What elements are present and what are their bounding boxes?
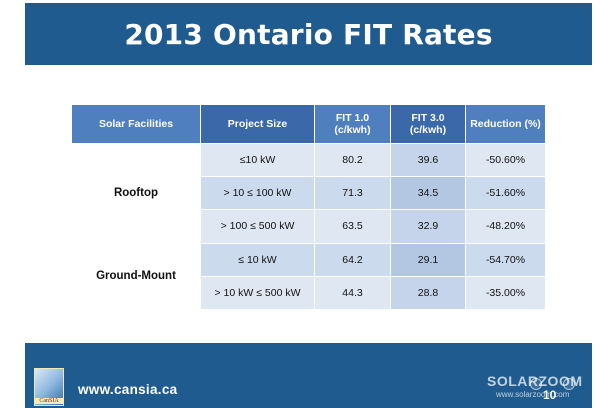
fit3-cell: 29.1 [390, 242, 466, 277]
reduction-cell: -51.60% [465, 176, 546, 211]
project-size-cell: > 10 kW ≤ 500 kW [200, 275, 315, 311]
fit1-cell: 80.2 [314, 142, 391, 178]
project-size-cell: > 100 ≤ 500 kW [200, 209, 315, 244]
header-solar-facilities: Solar Facilities [71, 104, 201, 144]
facility-ground-mount: Ground-Mount [71, 242, 201, 311]
table-row: Ground-Mount ≤ 10 kW 64.2 29.1 -54.70% [71, 242, 546, 311]
title-bar: 2013 Ontario FIT Rates [25, 3, 592, 65]
cansia-logo: CanSIA [34, 368, 64, 406]
fit3-cell: 39.6 [390, 142, 466, 178]
fit1-cell: 63.5 [314, 209, 391, 244]
table-row: > 100 ≤ 500 kW 63.5 32.9 -48.20% [72, 209, 546, 244]
footer-bar [25, 343, 592, 408]
header-fit1: FIT 1.0 (c/kwh) [314, 104, 391, 144]
fit1-cell: 64.2 [314, 242, 391, 277]
website-link[interactable]: www.cansia.ca [78, 382, 178, 397]
project-size-cell: > 10 ≤ 100 kW [200, 176, 315, 211]
project-size-cell: ≤10 kW [200, 142, 315, 178]
page-number: 10 [543, 388, 557, 402]
next-slide-icon[interactable] [563, 378, 575, 390]
reduction-cell: -50.60% [465, 142, 546, 178]
reduction-cell: -54.70% [465, 242, 546, 277]
table-row: > 10 kW ≤ 500 kW 44.3 28.8 -35.00% [72, 275, 546, 311]
fit-rates-table: Solar Facilities Project Size FIT 1.0 (c… [71, 104, 546, 311]
project-size-cell: ≤ 10 kW [200, 242, 315, 277]
header-project-size: Project Size [200, 104, 315, 144]
fit3-cell: 34.5 [390, 176, 466, 211]
table-row: Rooftop ≤10 kW 80.2 39.6 -50.60% [71, 142, 546, 244]
slide-title: 2013 Ontario FIT Rates [124, 17, 493, 51]
header-reduction: Reduction (%) [465, 104, 546, 144]
fit3-cell: 32.9 [390, 209, 466, 244]
header-fit1-label: FIT 1.0 (c/kwh) [334, 112, 371, 136]
reduction-cell: -35.00% [465, 275, 546, 311]
fit1-cell: 44.3 [314, 275, 391, 311]
header-fit3-label: FIT 3.0 (c/kwh) [409, 112, 447, 136]
reduction-cell: -48.20% [465, 209, 546, 244]
table-header-row: Solar Facilities Project Size FIT 1.0 (c… [71, 104, 546, 144]
facility-rooftop: Rooftop [71, 143, 201, 244]
logo-text: CanSIA [35, 398, 63, 404]
table-row: > 10 ≤ 100 kW 71.3 34.5 -51.60% [72, 176, 546, 211]
fit3-cell: 28.8 [390, 275, 466, 311]
header-fit3: FIT 3.0 (c/kwh) [390, 104, 466, 144]
watermark-url: www.solarzoom.com [496, 390, 570, 399]
fit1-cell: 71.3 [314, 176, 391, 211]
prev-slide-icon[interactable] [530, 378, 542, 390]
